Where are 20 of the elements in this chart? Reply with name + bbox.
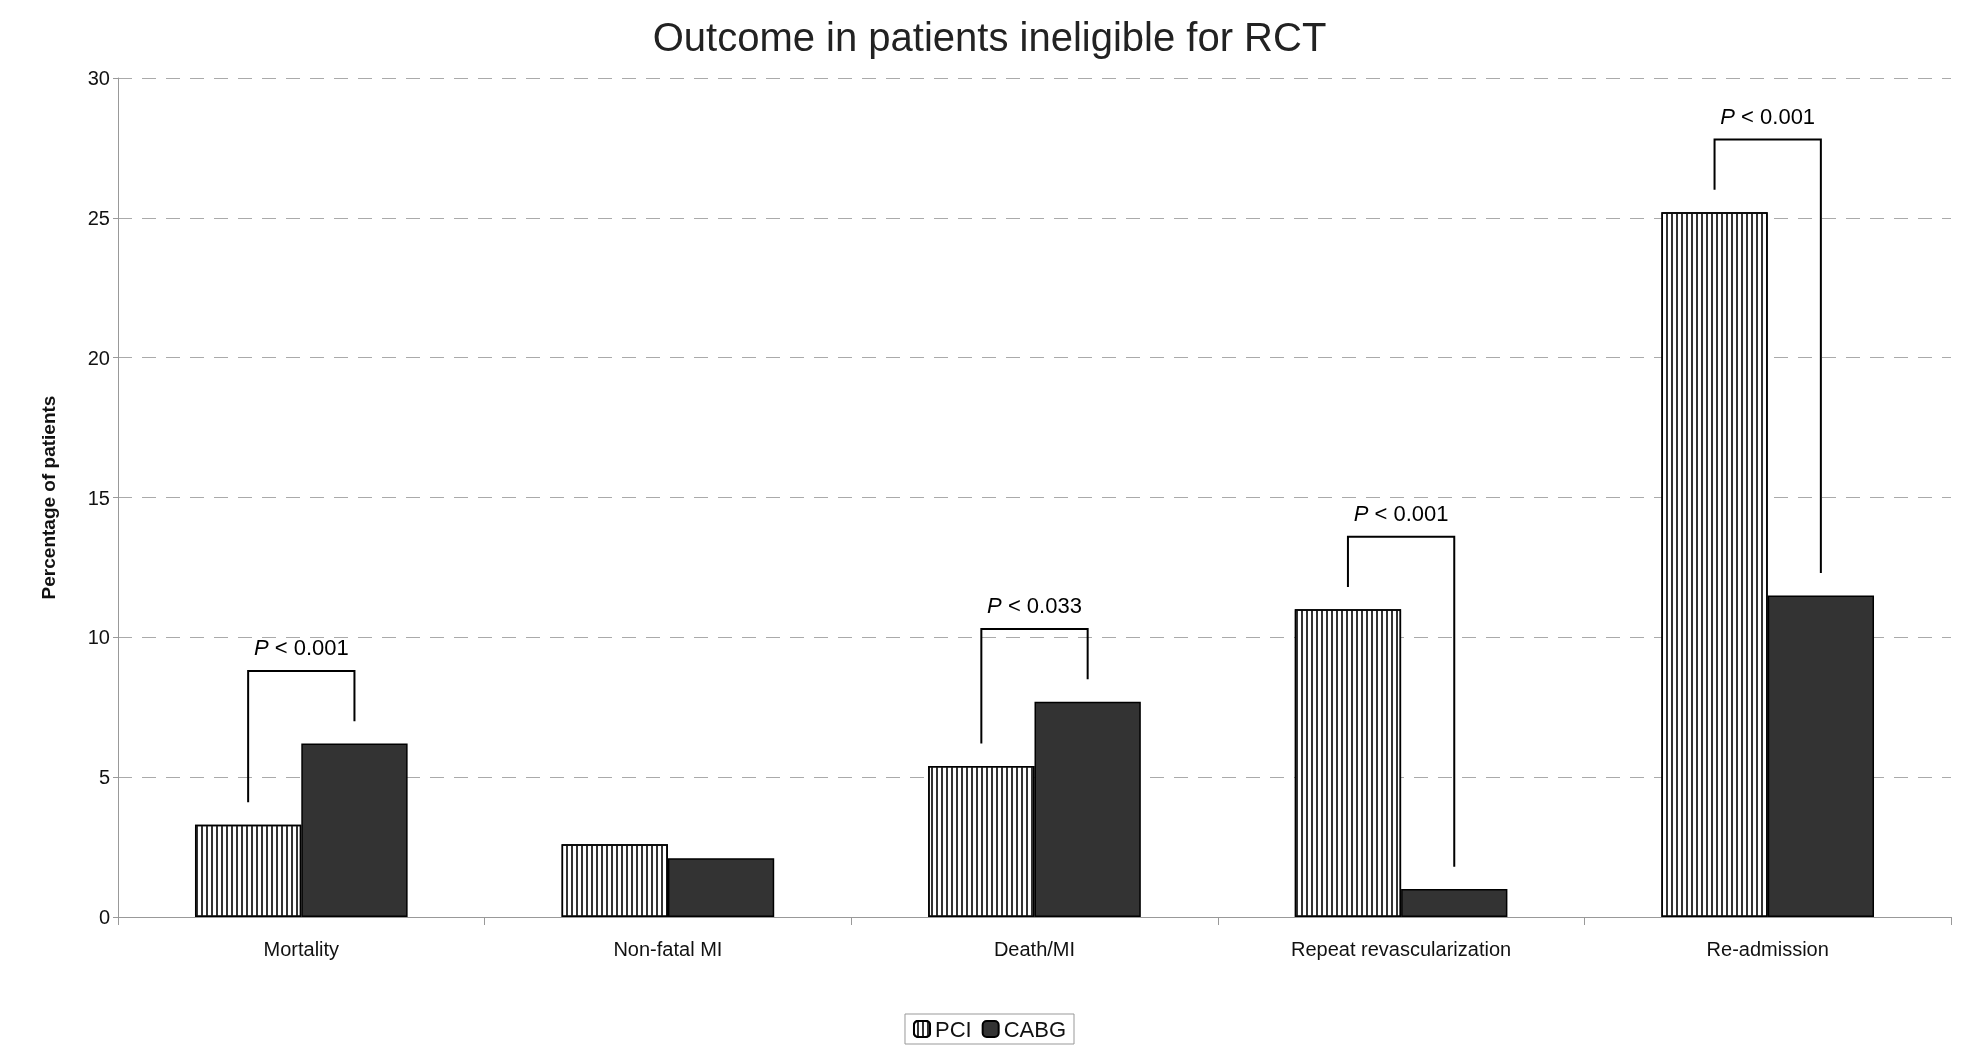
x-tick-label: Death/MI	[993, 938, 1076, 960]
y-tick-label: 20	[87, 346, 110, 369]
annotation: P < 0.001	[1353, 501, 1449, 527]
y-tick-label: 15	[87, 486, 110, 509]
legend-label: CABG	[1003, 1016, 1067, 1042]
y-tick-label: 5	[98, 766, 110, 789]
x-tick-label: Non-fatal MI	[613, 938, 723, 960]
x-tick-label: Repeat revascularization	[1291, 938, 1512, 960]
y-tick-label: 30	[87, 67, 110, 89]
y-axis-title: Percentage of patients	[38, 395, 59, 600]
y-tick-label: 25	[87, 206, 110, 229]
legend-label: PCI	[934, 1016, 972, 1042]
annotation: P < 0.001	[253, 635, 349, 661]
x-tick-label: Mortality	[263, 938, 340, 960]
x-tick-label: Re-admission	[1706, 938, 1829, 960]
chart-title: Outcome in patients ineligible for RCT	[652, 15, 1327, 59]
y-tick-label: 10	[87, 626, 110, 649]
annotation: P < 0.033	[987, 593, 1082, 619]
annotation: P < 0.001	[1720, 104, 1816, 130]
y-tick-label: 0	[98, 906, 110, 928]
